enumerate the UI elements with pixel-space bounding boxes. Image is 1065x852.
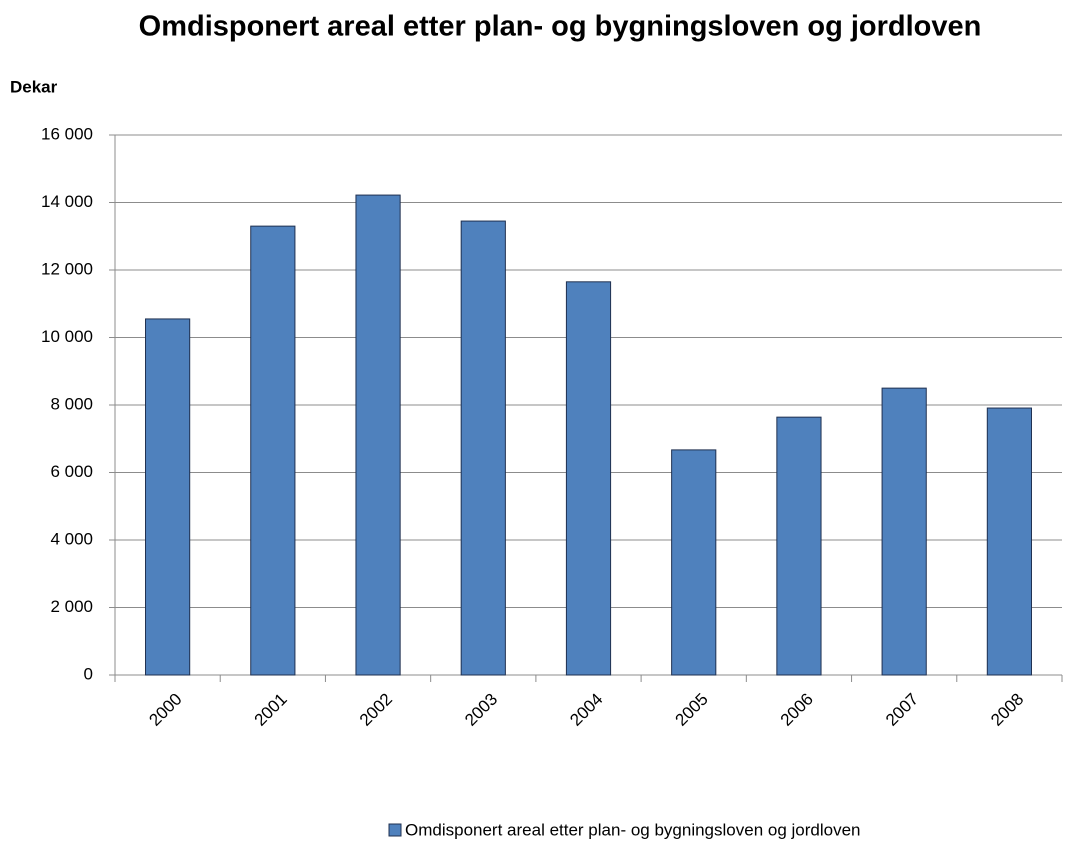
y-tick-label: 12 000 xyxy=(41,259,93,278)
y-tick-label: 6 000 xyxy=(50,462,93,481)
x-tick-label: 2007 xyxy=(882,690,922,730)
x-tick-label: 2003 xyxy=(461,690,501,730)
y-tick-label: 2 000 xyxy=(50,597,93,616)
bar xyxy=(460,220,506,676)
x-tick-label: 2004 xyxy=(566,690,606,730)
y-tick-label: 0 xyxy=(84,664,93,683)
x-tick-label: 2005 xyxy=(672,690,712,730)
x-tick-label: 2006 xyxy=(777,690,817,730)
bar xyxy=(565,281,612,676)
bar xyxy=(355,194,401,676)
legend-swatch xyxy=(388,823,402,837)
y-tick-label: 16 000 xyxy=(41,124,93,143)
x-tick-label: 2008 xyxy=(987,690,1027,730)
y-tick-label: 4 000 xyxy=(50,529,93,548)
bar xyxy=(671,449,717,676)
legend-label: Omdisponert areal etter plan- og bygning… xyxy=(405,820,861,839)
bar xyxy=(881,387,927,676)
x-tick-label: 2002 xyxy=(356,690,396,730)
y-axis-label: Dekar xyxy=(10,77,58,96)
x-tick-label: 2000 xyxy=(145,690,185,730)
bar xyxy=(250,225,296,676)
bar xyxy=(145,318,191,676)
x-tick-label: 2001 xyxy=(251,690,291,730)
bar xyxy=(776,416,822,676)
bar xyxy=(986,407,1032,676)
y-tick-label: 10 000 xyxy=(41,327,93,346)
y-tick-label: 8 000 xyxy=(50,394,93,413)
y-tick-label: 14 000 xyxy=(41,192,93,211)
chart-title: Omdisponert areal etter plan- og bygning… xyxy=(139,11,982,43)
